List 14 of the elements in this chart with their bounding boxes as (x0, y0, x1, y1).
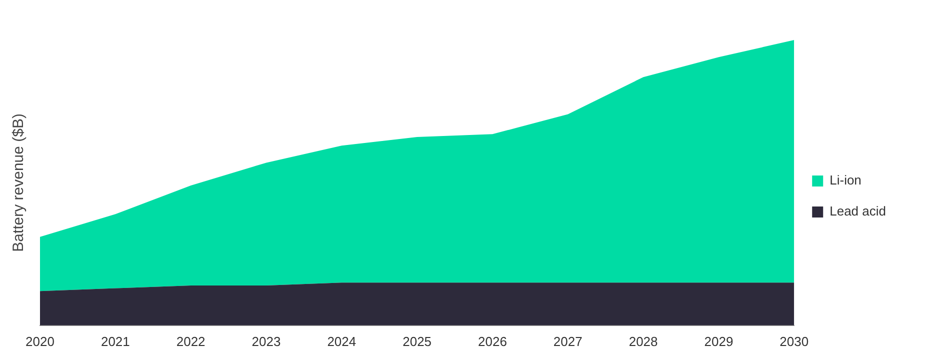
x-tick-label: 2029 (704, 334, 734, 349)
x-tick-label: 2030 (780, 334, 809, 349)
x-tick-label: 2026 (478, 334, 507, 349)
x-tick-label: 2021 (100, 334, 130, 349)
x-tick-label: 2028 (628, 334, 658, 349)
x-tick-label: 2025 (402, 334, 432, 349)
legend-label: Li-ion (830, 172, 862, 188)
y-axis-title: Battery revenue ($B) (10, 113, 28, 252)
x-tick-label: 2027 (553, 334, 582, 349)
legend-label: Lead acid (830, 204, 886, 219)
x-tick-label: 2020 (26, 334, 54, 349)
x-tick-label: 2023 (252, 334, 281, 349)
x-tick-label: 2022 (176, 334, 206, 349)
x-tick-label: 2024 (327, 334, 356, 349)
